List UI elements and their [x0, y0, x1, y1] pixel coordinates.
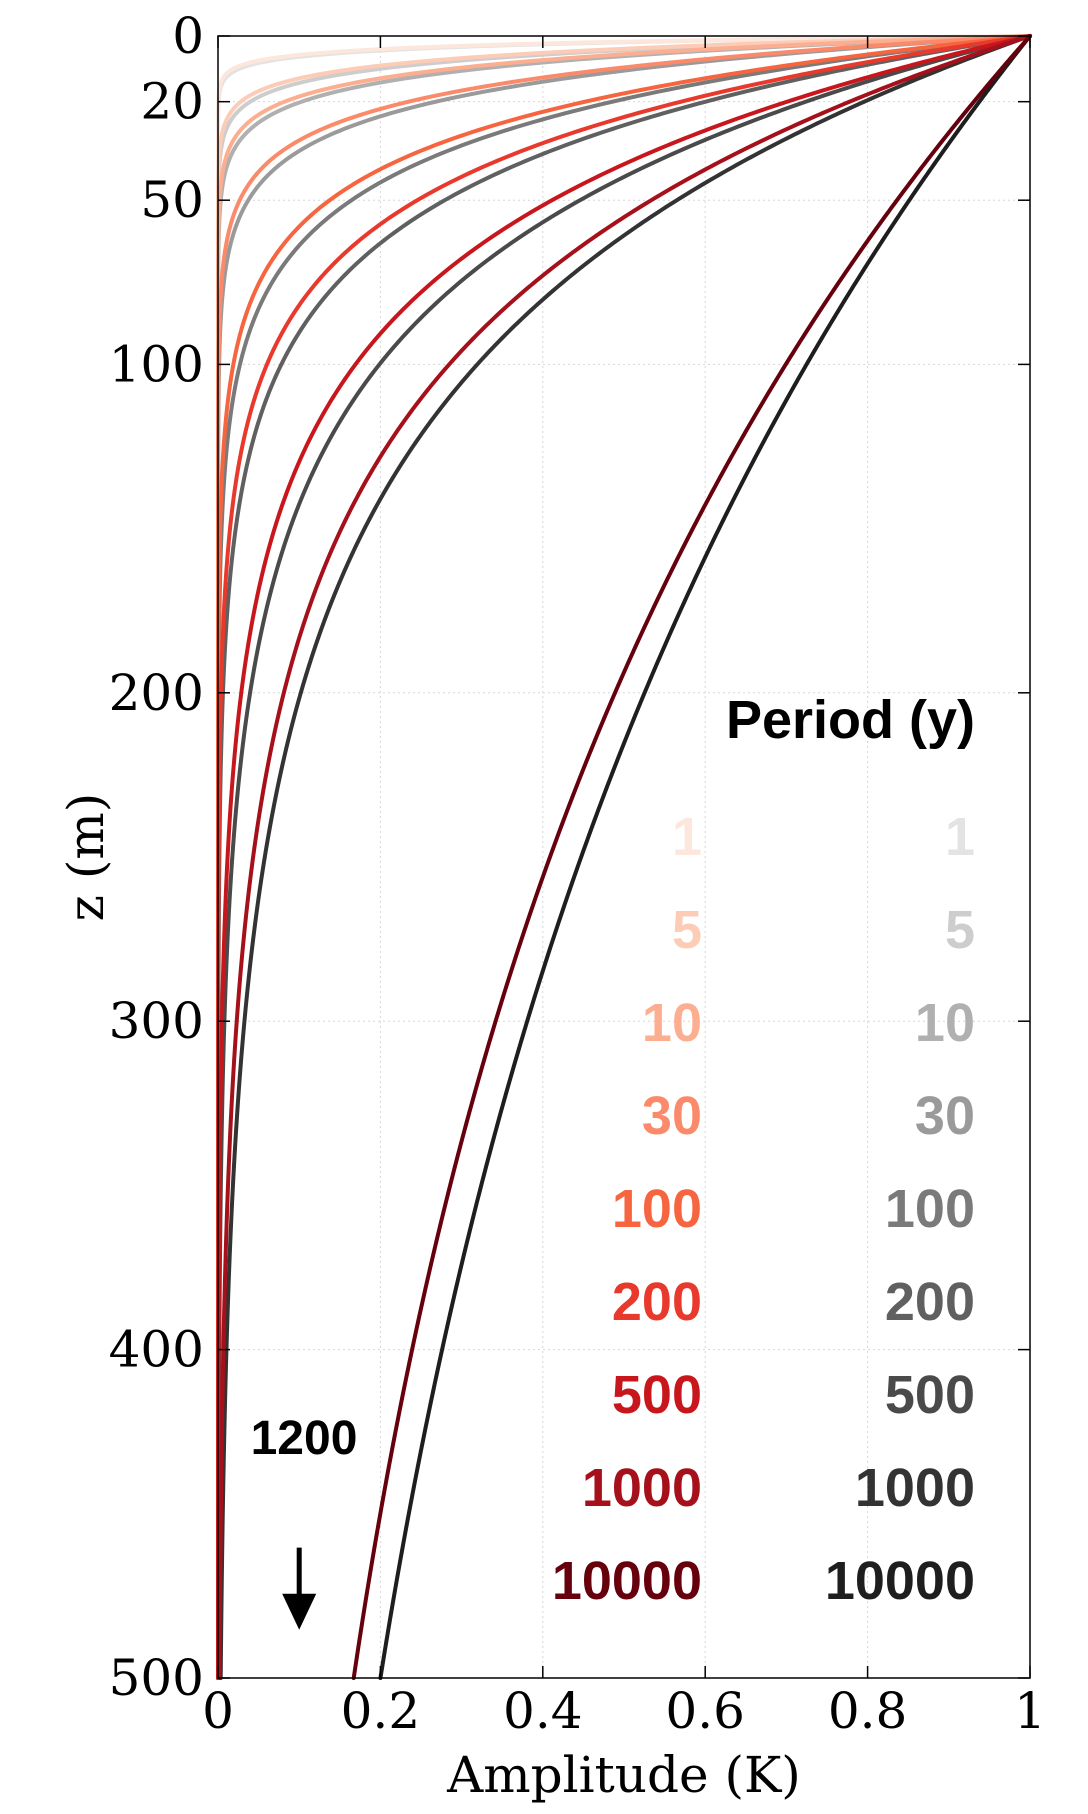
series-line-grey-1000 — [218, 34, 1032, 1680]
legend-entry-grey-1: 1 — [945, 807, 975, 867]
legend-entry-grey-5: 5 — [945, 900, 975, 960]
series-line-red-10000 — [351, 34, 1032, 1680]
legend-entry-grey-30: 30 — [915, 1086, 975, 1146]
legend-entry-red-1: 1 — [672, 807, 702, 867]
y-tick-label: 100 — [109, 335, 204, 393]
legend-entry-grey-500: 500 — [885, 1365, 975, 1425]
legend-entry-red-10: 10 — [642, 993, 702, 1053]
legend-entry-red-200: 200 — [612, 1272, 702, 1332]
y-tick-label: 50 — [140, 171, 204, 229]
annotation-arrow-head — [282, 1593, 317, 1630]
legend-entry-grey-10000: 10000 — [825, 1551, 975, 1611]
y-tick-label: 500 — [109, 1649, 204, 1707]
x-axis-title: Amplitude (K) — [446, 1746, 801, 1804]
legend-entry-red-500: 500 — [612, 1365, 702, 1425]
legend-entry-grey-200: 200 — [885, 1272, 975, 1332]
series-line-grey-10000 — [378, 34, 1032, 1680]
x-tick-label: 0.2 — [341, 1682, 421, 1740]
legend-entry-red-100: 100 — [612, 1179, 702, 1239]
y-tick-label: 400 — [109, 1321, 204, 1379]
plot-frame — [217, 35, 1031, 1679]
legend-entry-grey-1000: 1000 — [855, 1458, 975, 1518]
x-tick-label: 1 — [1014, 1682, 1046, 1740]
legend-entry-red-1000: 1000 — [582, 1458, 702, 1518]
legend-entry-red-30: 30 — [642, 1086, 702, 1146]
y-tick-label: 200 — [109, 664, 204, 722]
legend-entry-grey-100: 100 — [885, 1179, 975, 1239]
series-line-red-500 — [216, 34, 1032, 1680]
y-tick-label: 20 — [140, 73, 204, 131]
x-tick-label: 0.6 — [665, 1682, 745, 1740]
y-tick-label: 300 — [109, 992, 204, 1050]
legend-title: Period (y) — [726, 690, 975, 750]
legend-entry-red-5: 5 — [672, 900, 702, 960]
y-axis-title: z (m) — [57, 793, 115, 922]
annotation: 1200 — [251, 1412, 358, 1630]
x-tick-label: 0 — [202, 1682, 234, 1740]
legend: Period (y) 1 5 10 30 100 200 500 1000 10000 1 5 10 3… — [552, 690, 975, 1611]
annotation-label: 1200 — [251, 1412, 358, 1465]
x-tick-label: 0.4 — [503, 1682, 583, 1740]
grid-lines — [218, 36, 1030, 1678]
legend-entry-grey-10: 10 — [915, 993, 975, 1053]
legend-entry-red-10000: 10000 — [552, 1551, 702, 1611]
series-line-red-1000 — [217, 34, 1032, 1680]
x-tick-label: 0.8 — [828, 1682, 908, 1740]
y-tick-label: 0 — [172, 7, 204, 65]
